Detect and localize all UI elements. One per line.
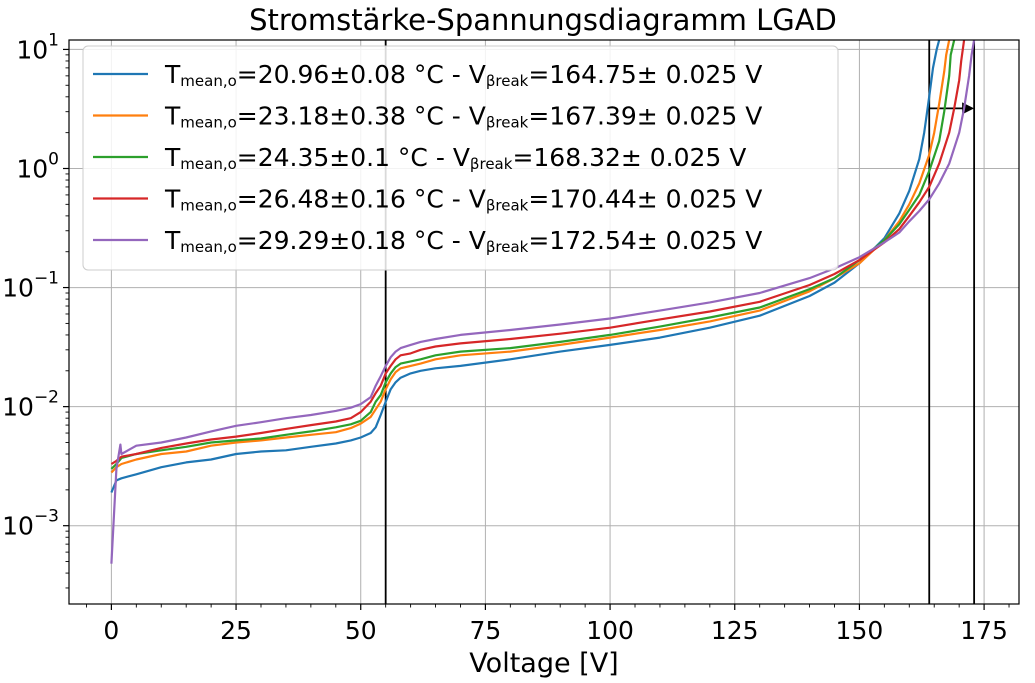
x-tick-label: 0 (103, 616, 119, 645)
y-tick-label: 101 (16, 30, 59, 64)
x-tick-label: 75 (469, 616, 501, 645)
plot-area (68, 39, 1020, 605)
series-line-3 (110, 40, 956, 470)
legend-label: Tmean,o=20.96±0.08 °C - Vβreak=164.75± 0… (164, 60, 762, 90)
x-axis-ticks: 0 25 50 75 100 125 150 175 (86, 604, 1010, 645)
legend-box (82, 45, 839, 271)
x-tick-label: 125 (711, 616, 759, 645)
series-lines (110, 40, 976, 564)
y-tick-label: 10−1 (2, 269, 59, 303)
series-line-5 (110, 40, 976, 564)
legend-label: Tmean,o=26.48±0.16 °C - Vβreak=170.44± 0… (164, 185, 762, 215)
y-tick-label: 10−2 (2, 388, 59, 422)
legend: Tmean,o=20.96±0.08 °C - Vβreak=164.75± 0… (82, 45, 839, 271)
x-tick-label: 175 (960, 616, 1008, 645)
legend-label: Tmean,o=29.29±0.18 °C - Vβreak=172.54± 0… (164, 226, 762, 256)
series-line-4 (110, 40, 966, 465)
series-line-1 (110, 40, 941, 493)
legend-label: Tmean,o=23.18±0.38 °C - Vβreak=167.39± 0… (164, 102, 762, 132)
x-axis-label: Voltage [V] (469, 648, 618, 679)
x-tick-label: 100 (586, 616, 634, 645)
y-tick-label: 10−3 (2, 507, 59, 541)
series-line-2 (110, 40, 951, 474)
legend-label: Tmean,o=24.35±0.1 °C - Vβreak=168.32± 0.… (164, 143, 746, 173)
chart-title: Stromstärke-Spannungsdiagramm LGAD (249, 3, 837, 37)
x-tick-label: 150 (836, 616, 884, 645)
y-tick-label: 100 (16, 149, 59, 183)
x-tick-label: 25 (220, 616, 252, 645)
y-axis-ticks: 10−3 10−2 10−1 100 101 (2, 30, 69, 589)
x-tick-label: 50 (345, 616, 377, 645)
